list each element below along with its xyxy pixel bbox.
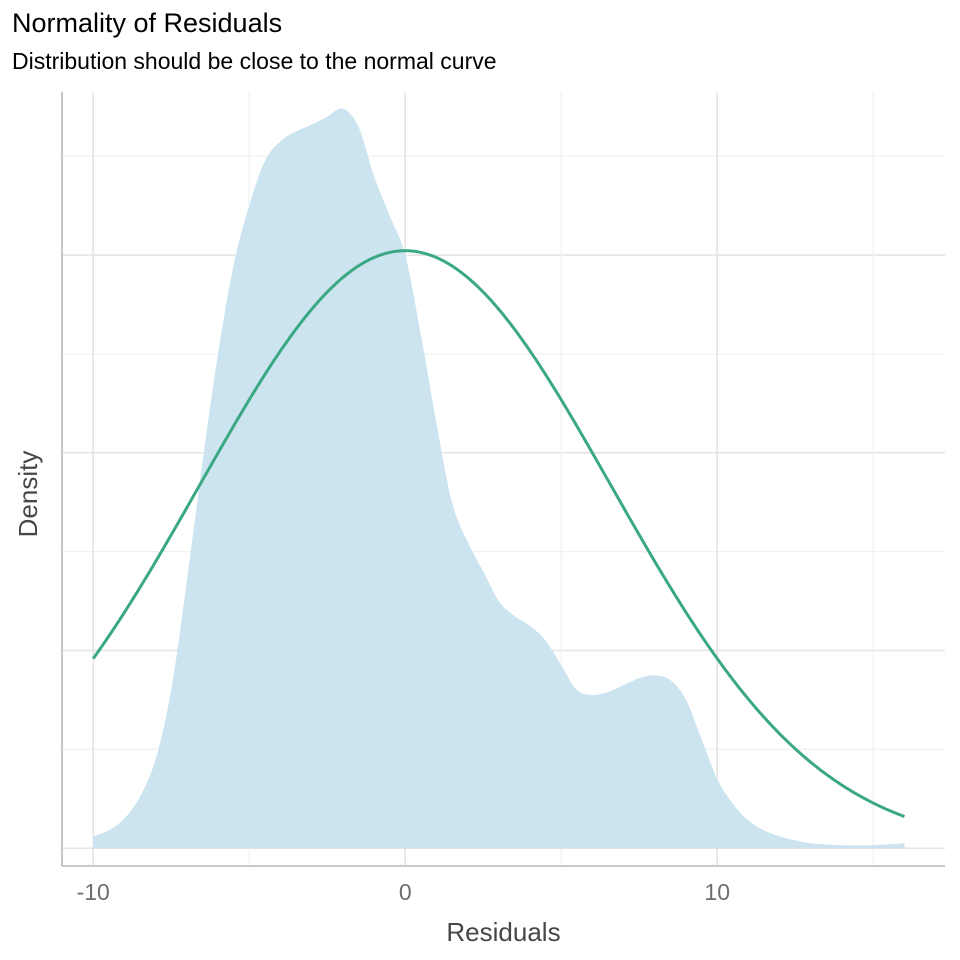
- normal-curve-line: [91, 249, 905, 818]
- axes: [61, 92, 945, 867]
- x-tick-labels: -10 0 10: [77, 879, 730, 905]
- x-tick-label: -10: [77, 879, 110, 905]
- x-tick-label: 10: [704, 879, 730, 905]
- x-axis-title: Residuals: [446, 917, 560, 947]
- y-axis-title: Density: [13, 451, 43, 538]
- chart-subtitle: Distribution should be close to the norm…: [12, 48, 497, 74]
- density-area: [93, 108, 905, 849]
- x-tick-label: 0: [399, 879, 412, 905]
- chart-title: Normality of Residuals: [12, 8, 283, 38]
